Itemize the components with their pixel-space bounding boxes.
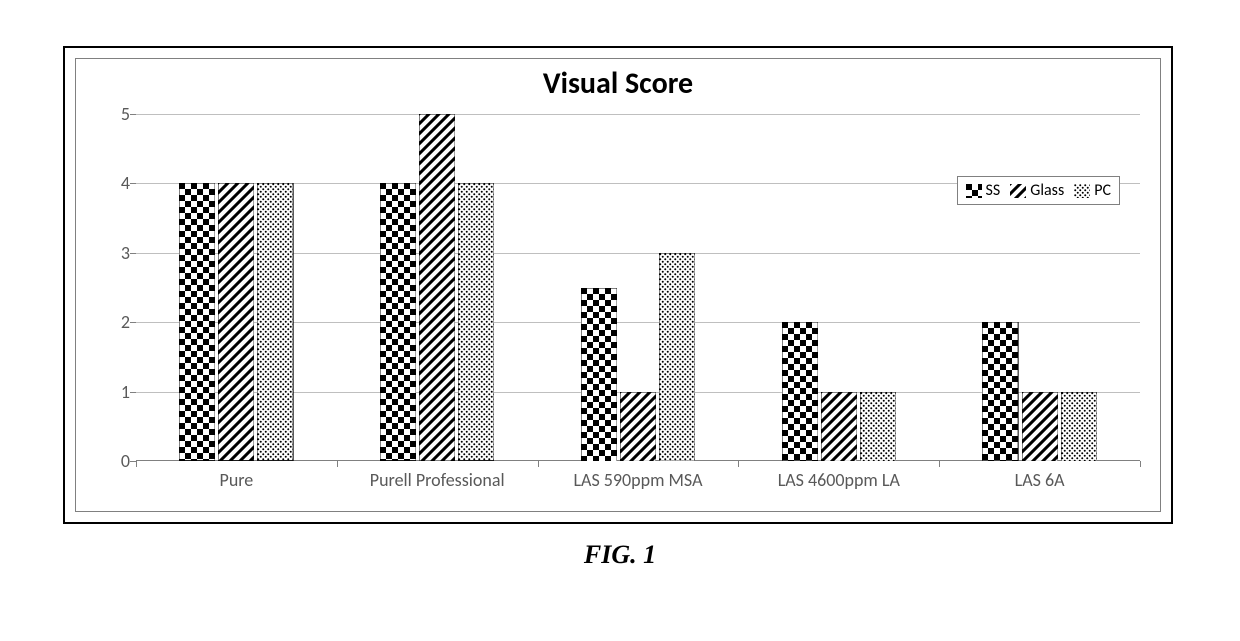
legend-item-glass: Glass <box>1010 181 1064 200</box>
bar-ss <box>380 183 416 461</box>
chart-outer-frame: Visual Score 012345PurePurell Profession… <box>63 46 1173 524</box>
bar-glass <box>218 183 254 461</box>
x-tick <box>337 461 338 467</box>
bar-pc <box>458 183 494 461</box>
y-tick <box>130 322 136 323</box>
legend: SS Glass PC <box>957 176 1120 205</box>
legend-label: SS <box>986 181 1001 200</box>
x-tick <box>1140 461 1141 467</box>
dots-swatch-icon <box>1074 184 1090 198</box>
bar-pc <box>257 183 293 461</box>
x-tick <box>939 461 940 467</box>
x-category-label: Purell Professional <box>337 469 538 491</box>
legend-label: PC <box>1094 181 1111 200</box>
y-tick <box>130 392 136 393</box>
legend-item-ss: SS <box>966 181 1001 200</box>
bar-glass <box>419 114 455 461</box>
y-tick-label: 5 <box>106 103 130 125</box>
x-category-label: LAS 4600ppm LA <box>738 469 939 491</box>
legend-item-pc: PC <box>1074 181 1111 200</box>
bar-ss <box>782 322 818 461</box>
y-tick-label: 1 <box>106 381 130 403</box>
bar-ss <box>982 322 1018 461</box>
y-tick <box>130 253 136 254</box>
bar-glass <box>1022 392 1058 461</box>
x-category-label: Pure <box>136 469 337 491</box>
y-tick-label: 2 <box>106 311 130 333</box>
bar-glass <box>821 392 857 461</box>
y-tick-label: 3 <box>106 242 130 264</box>
chart-inner-frame: Visual Score 012345PurePurell Profession… <box>75 58 1161 512</box>
x-tick <box>538 461 539 467</box>
x-category-label: LAS 6A <box>939 469 1140 491</box>
x-tick <box>738 461 739 467</box>
plot-area: 012345PurePurell ProfessionalLAS 590ppm … <box>136 114 1140 461</box>
x-tick <box>136 461 137 467</box>
figure-caption: FIG. 1 <box>0 540 1240 570</box>
bar-pc <box>860 392 896 461</box>
chart-title: Visual Score <box>76 65 1160 102</box>
bar-pc <box>659 253 695 461</box>
y-tick-label: 4 <box>106 172 130 194</box>
gridline <box>136 114 1140 115</box>
y-tick <box>130 183 136 184</box>
x-category-label: LAS 590ppm MSA <box>538 469 739 491</box>
bar-pc <box>1061 392 1097 461</box>
bar-ss <box>179 183 215 461</box>
legend-label: Glass <box>1030 181 1064 200</box>
y-tick-label: 0 <box>106 450 130 472</box>
diagonal-swatch-icon <box>1010 184 1026 198</box>
bar-ss <box>581 288 617 462</box>
checker-swatch-icon <box>966 184 982 198</box>
y-tick <box>130 114 136 115</box>
bar-glass <box>620 392 656 461</box>
